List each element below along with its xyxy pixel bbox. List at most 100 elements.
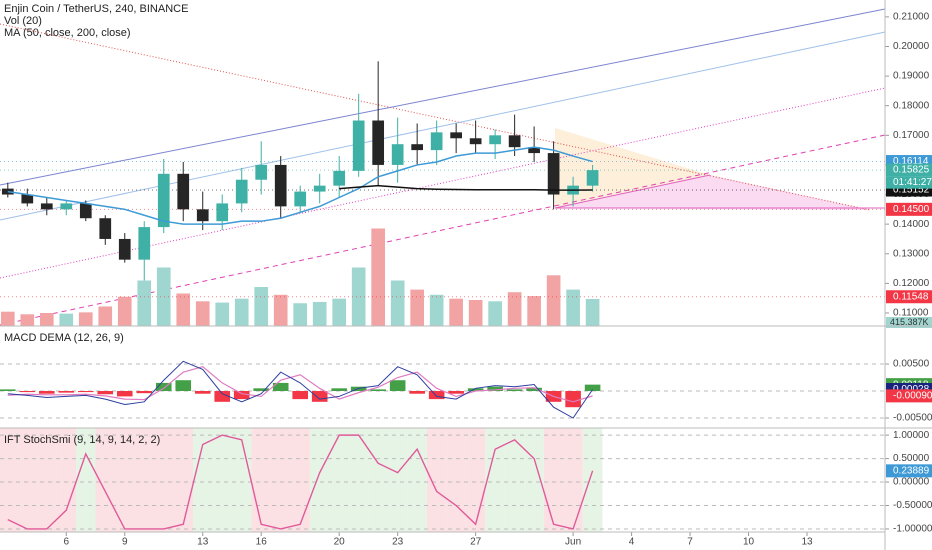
histogram-bar [526,387,542,392]
price-label: 0.14500 [893,204,930,215]
price-label: 0.23889 [893,465,930,476]
zone [563,428,583,532]
volume-bar [176,293,191,326]
candle-body [235,179,248,204]
countdown: 01:41:27 [893,177,932,188]
volume-bar [351,267,366,326]
volume-bar [585,298,600,326]
zone [446,428,466,532]
x-tick-label: 27 [470,537,482,548]
y-tick-label: 0.13000 [893,248,930,259]
histogram-bar [77,391,94,393]
channel-line [0,31,886,221]
volume-bar [20,314,35,326]
volume-bar [410,289,424,326]
volume-bar [234,298,249,326]
histogram-bar [584,384,601,392]
zone [543,428,564,532]
volume-bar [156,267,171,326]
y-tick-label: 0.17000 [893,130,930,141]
x-tick-label: 9 [122,537,128,548]
x-tick-label: 20 [334,537,346,548]
channel-line [0,8,886,186]
zone [407,428,427,532]
triangle-fill [555,175,870,210]
volume-bar [273,294,288,326]
volume-bar [527,296,541,326]
candle-body [294,191,307,207]
zone [0,428,18,532]
zone [173,428,193,532]
plot: 6 9 13 16 20 23 27 Jun 4 7 10 13 0.11000 0.12000 0.130… [0,12,932,548]
volume-bar [371,228,385,326]
candle-body [196,209,209,222]
histogram-bar [467,388,484,392]
zone [95,428,116,532]
volume-bar [137,280,152,326]
candle-body [489,135,501,145]
candle-body [333,170,346,186]
candle-body [60,203,73,210]
zone [582,428,603,532]
volume-bar [332,298,347,326]
candle-body [547,153,560,195]
zone [56,428,77,532]
y-tick-label: 0.20000 [893,41,930,52]
volume-label: 415.387K [890,317,929,327]
stoch-line [7,434,594,530]
zone [251,428,271,532]
price-label-box [886,290,932,304]
candle-body [430,132,443,151]
histogram-bar [292,391,308,400]
triangle-fill [555,128,710,208]
histogram-bar [116,391,133,397]
histogram-bar [38,391,55,394]
volume-bar [312,301,327,326]
candle-body [138,227,151,260]
histogram-bar [19,391,36,393]
y-tick-label: 0.18000 [893,100,930,111]
histogram-bar [370,389,386,392]
candle-body [528,147,540,154]
countdown-box [886,176,932,189]
trend-line [0,134,886,326]
candle-body [352,120,365,171]
trend-line [0,87,886,279]
zone [37,428,57,532]
subtitle: MA (50, close, 200, close) [4,27,131,39]
volume-bar [390,280,405,326]
histogram-bar [194,391,211,394]
volume-bar [195,301,210,326]
zone [115,428,135,532]
y-tick-label: -1.00000 [893,524,932,535]
volume-bar [78,312,93,326]
zone [192,428,213,532]
x-tick-label: 13 [197,537,209,548]
x-tick-label: 16 [256,537,268,548]
price-label-box [886,163,932,177]
histogram-bar [136,391,153,394]
candle-body [177,173,190,210]
histogram-bar [331,388,347,392]
zone [387,428,408,532]
subtitle: Vol (20) [4,15,42,27]
y-tick-label: 0.11000 [893,308,929,319]
y-tick-label: 0.00500 [893,359,930,370]
zone [465,428,486,532]
volume-bar [449,298,463,326]
zone [76,428,96,532]
candle-body [157,173,170,228]
price-label: -0.00090 [893,391,932,402]
candle-body [391,144,404,165]
histogram-bar [0,389,16,392]
volume-bar [293,303,308,326]
zone [134,428,154,532]
volume-bar [488,301,502,326]
zone [17,428,38,532]
zone [212,428,232,532]
zone [329,428,349,532]
x-tick-label: 23 [392,537,404,548]
volume-bar [546,275,561,326]
y-tick-label: 0.00000 [893,477,930,488]
